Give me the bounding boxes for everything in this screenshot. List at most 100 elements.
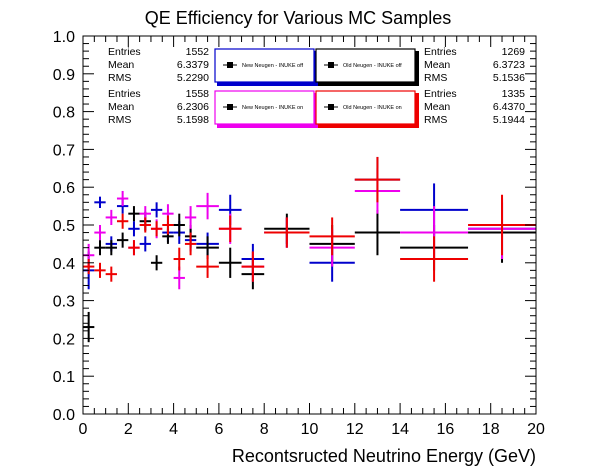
data-point [150,202,163,218]
data-point [94,225,106,241]
legend-box-0: New Neugen - INUKE off [214,48,318,86]
stat-value-mean: 6.2306 [177,101,209,113]
legend-marker [328,104,334,110]
stat-box-1: Entries 1269 Mean 6.3723 RMS 5.1536 [424,46,525,84]
y-tick-label: 0.3 [53,294,75,311]
x-tick-label: 16 [437,421,455,438]
x-tick-label: 8 [260,421,269,438]
stat-value-mean: 6.3723 [493,59,525,71]
legend-shadow-right [415,51,419,86]
stat-label-mean: Mean [424,59,450,71]
data-point [309,217,355,256]
data-point [173,247,185,271]
legend-label: New Neugen - INUKE off [242,63,304,69]
y-tick-label: 0.8 [53,105,75,122]
data-point [116,232,129,248]
series-3 [83,156,536,282]
stat-label-rms: RMS [424,114,447,126]
data-point [196,192,219,220]
stat-box-0: Entries 1552 Mean 6.3379 RMS 5.2290 [108,46,209,84]
data-point [150,221,163,237]
data-point [128,240,140,256]
x-tick-label: 6 [214,421,223,438]
data-point [105,209,117,225]
data-point [116,190,129,207]
data-point [196,255,219,278]
axes: 0 2 4 6 8 10 12 14 16 18 20 0.0 0.1 0.2 0.3 0.4 0.5 0.6 0.… [53,29,545,438]
stat-label-entries: Entries [108,46,141,58]
stat-label-entries: Entries [424,88,457,100]
y-tick-label: 0.4 [53,256,75,273]
legend-label: Old Neugen - INUKE on [343,105,402,111]
data-point [218,247,242,278]
data-point [162,215,174,235]
plot-area [83,156,536,343]
x-axis-label: Recontsructed Neutrino Energy (GeV) [232,446,536,466]
data-point [150,255,163,271]
stat-box-3: Entries 1335 Mean 6.4370 RMS 5.1944 [424,88,525,126]
stat-box-2: Entries 1558 Mean 6.2306 RMS 5.1598 [108,88,209,126]
legend-marker [227,104,233,110]
x-tick-label: 20 [527,421,545,438]
x-tick-label: 10 [301,421,319,438]
x-tick-label: 12 [346,421,364,438]
legend-shadow-bottom [217,124,316,128]
stat-value-entries: 1558 [186,88,210,100]
legend-shadow-bottom [217,82,316,86]
legend-marker [328,62,334,68]
stat-value-rms: 5.1598 [177,114,209,126]
x-tick-label: 14 [391,421,409,438]
data-point [218,215,242,243]
data-point [264,217,310,248]
legend-box-3: Old Neugen - INUKE on [315,90,419,128]
data-point [354,209,401,256]
data-point [184,206,197,229]
data-point [241,251,265,282]
data-point [83,259,95,275]
stat-label-rms: RMS [108,114,131,126]
data-point [468,194,536,256]
data-point [184,232,197,256]
stat-value-rms: 5.2290 [177,72,209,84]
stat-value-entries: 1335 [502,88,526,100]
data-point [83,311,95,343]
stat-label-mean: Mean [424,101,450,113]
data-point [94,240,106,256]
data-point [128,221,140,237]
data-point [139,217,151,233]
y-tick-label: 0.0 [53,407,75,424]
stat-label-rms: RMS [424,72,447,84]
legend-shadow-right [415,93,419,128]
data-point [354,156,401,203]
stat-value-rms: 5.1944 [493,114,525,126]
data-point [105,266,117,282]
stat-value-mean: 6.3379 [177,59,209,71]
y-tick-label: 0.6 [53,180,75,197]
x-tick-label: 18 [482,421,500,438]
y-tick-label: 0.2 [53,331,75,348]
y-tick-label: 0.5 [53,218,75,235]
y-tick-label: 0.1 [53,369,75,386]
stat-label-rms: RMS [108,72,131,84]
y-tick-label: 1.0 [53,29,75,46]
legend-label: New Neugen - INUKE on [242,105,303,111]
x-tick-label: 0 [79,421,88,438]
legend-box-2: New Neugen - INUKE on [214,90,318,128]
data-point [173,213,185,237]
stat-label-entries: Entries [424,46,457,58]
stat-value-entries: 1269 [502,46,526,58]
y-tick-label: 0.9 [53,67,75,84]
data-point [139,236,151,252]
stat-label-mean: Mean [108,59,134,71]
stat-label-entries: Entries [108,88,141,100]
data-point [94,262,106,278]
stat-value-rms: 5.1536 [493,72,525,84]
data-point [105,240,117,256]
legend-box-1: Old Neugen - INUKE off [315,48,419,86]
legend-shadow-bottom [318,124,417,128]
y-tick-label: 0.7 [53,142,75,159]
chart-title: QE Efficiency for Various MC Samples [145,8,451,28]
stat-label-mean: Mean [108,101,134,113]
x-tick-label: 4 [169,421,178,438]
